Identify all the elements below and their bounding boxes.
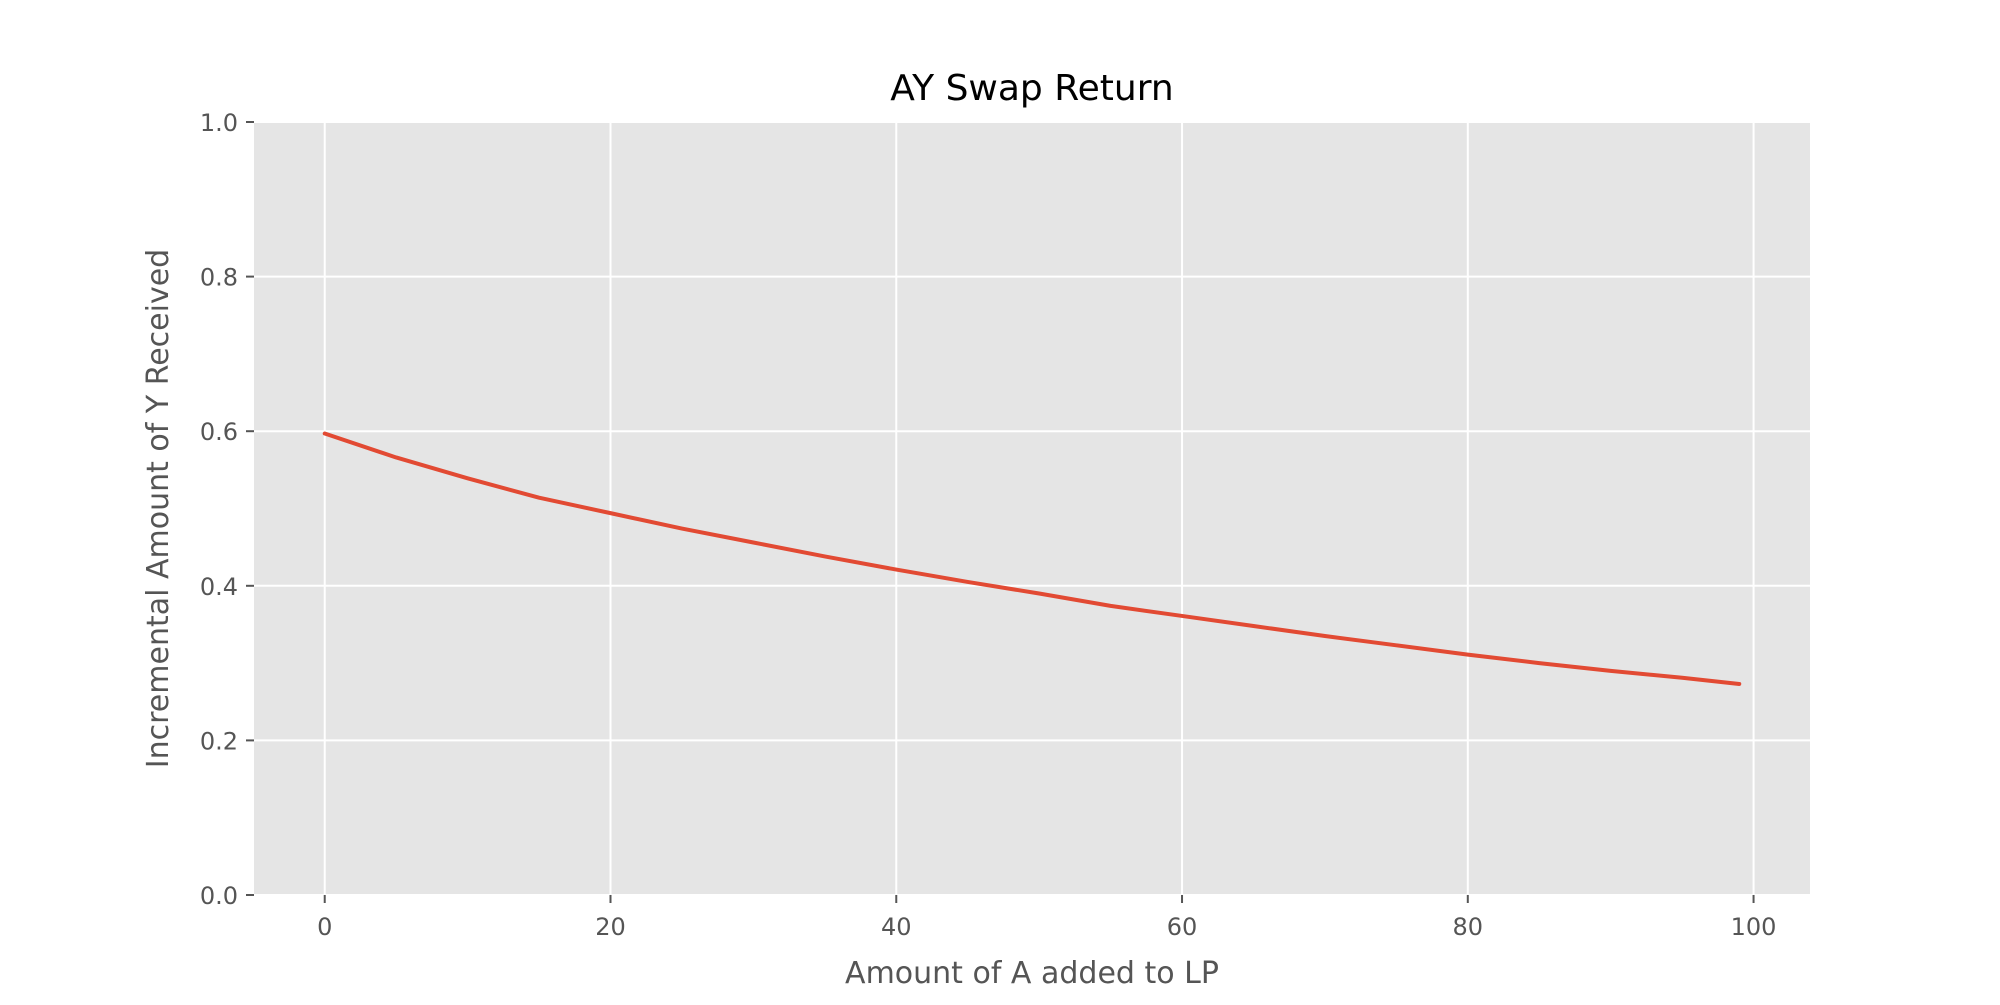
x-tick-label: 60	[1167, 913, 1198, 941]
x-tick-label: 40	[881, 913, 912, 941]
axis-ticks: 0 20 40 60 80 100 0.0 0.2 0.4 0.6 0.8 1.0	[200, 109, 1777, 941]
plot-area	[254, 122, 1810, 895]
x-tick-label: 0	[317, 913, 332, 941]
y-tick-label: 0.8	[200, 264, 238, 292]
series-layer	[322, 431, 1742, 686]
grid	[254, 121, 1810, 896]
chart-title: AY Swap Return	[890, 68, 1173, 109]
x-tick-label: 20	[595, 913, 626, 941]
y-tick-label: 0.6	[200, 418, 238, 446]
y-tick-label: 0.0	[200, 882, 238, 910]
x-axis-title: Amount of A added to LP	[845, 956, 1219, 991]
y-axis-title: Incremental Amount of Y Received	[141, 249, 176, 768]
x-tick-label: 80	[1453, 913, 1484, 941]
series-line	[322, 431, 1742, 686]
y-tick-label: 0.4	[200, 573, 238, 601]
y-tick-label: 1.0	[200, 109, 238, 137]
x-tick-label: 100	[1731, 913, 1777, 941]
y-tick-label: 0.2	[200, 727, 238, 755]
